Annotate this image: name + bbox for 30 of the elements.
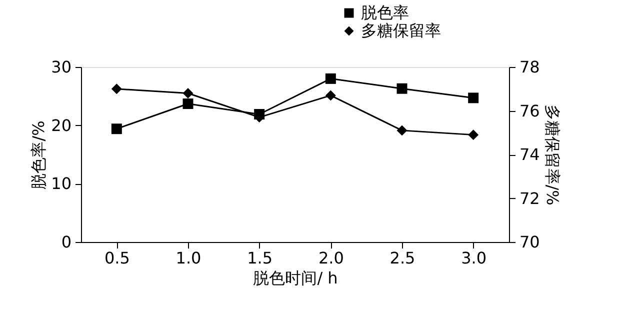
- point: [111, 124, 122, 134]
- x-tick-label: 1.0: [176, 248, 202, 268]
- y2-axis-title: 多糖保留率/%: [542, 104, 562, 206]
- y-tick-label: 30: [51, 58, 72, 76]
- y-tick-label: 20: [51, 116, 72, 135]
- point: [182, 88, 194, 98]
- x-tick-label: 1.5: [247, 248, 273, 268]
- x-tick-label: 3.0: [461, 248, 487, 268]
- x-tick-label: 2.0: [318, 248, 344, 268]
- point: [111, 84, 122, 94]
- y2-tick-label: 78: [520, 58, 540, 76]
- point: [325, 90, 336, 101]
- legend-label: 多糖保留率: [361, 21, 441, 40]
- point: [468, 92, 479, 104]
- x-tick-label: 2.5: [390, 248, 416, 268]
- y2-tick-label: 74: [520, 145, 540, 164]
- point: [396, 125, 408, 136]
- point: [182, 98, 194, 109]
- point: [325, 73, 336, 84]
- y-axis-title: 脱色率/%: [29, 120, 48, 190]
- y-tick-label: 10: [51, 174, 72, 194]
- y-tick-label: 0: [61, 232, 72, 252]
- x-tick-label: 0.5: [104, 248, 130, 268]
- y2-tick-label: 72: [520, 188, 540, 208]
- x-axis-title: 脱色时间/ h: [253, 268, 338, 288]
- legend-label: 脱色率: [361, 3, 409, 22]
- point: [468, 130, 479, 140]
- y2-tick-label: 76: [520, 101, 540, 120]
- point: [396, 83, 408, 94]
- y2-tick-label: 70: [520, 232, 540, 252]
